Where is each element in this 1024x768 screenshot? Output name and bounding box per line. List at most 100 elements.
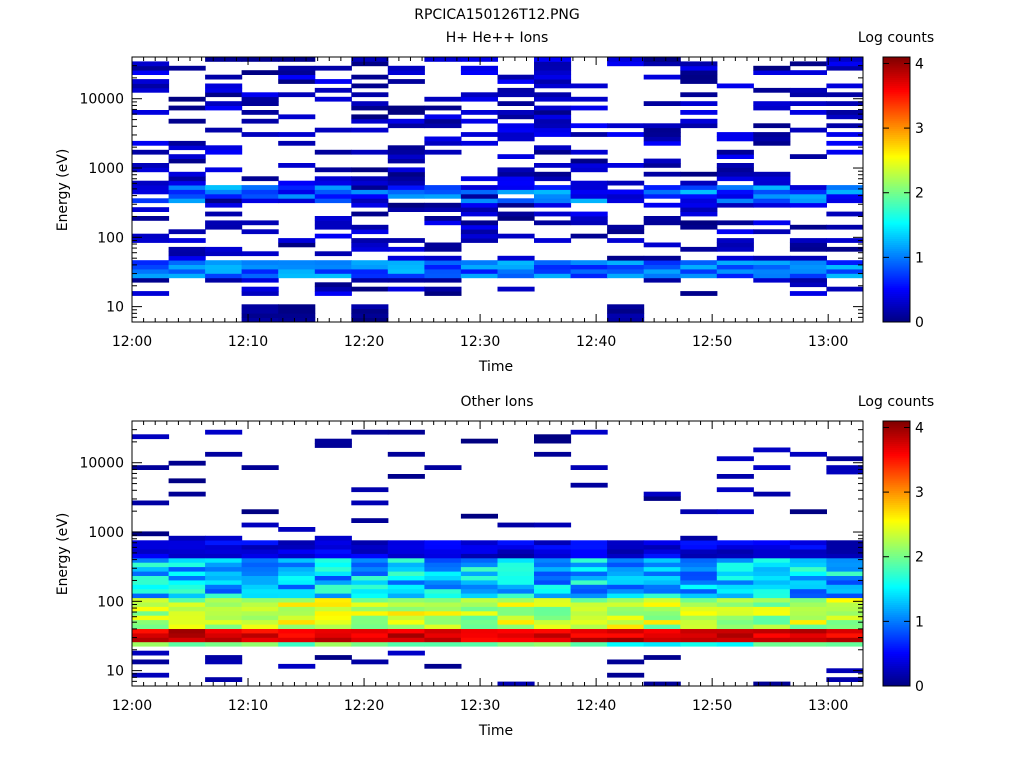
colorbar-tick-label: 4: [915, 56, 924, 72]
heatmap-cell: [716, 273, 754, 279]
heatmap-cell: [168, 158, 206, 164]
heatmap-cell: [241, 118, 279, 124]
heatmap-cell: [205, 615, 243, 621]
heatmap-cell: [351, 202, 389, 208]
heatmap-cell: [643, 185, 681, 190]
heatmap-cell: [497, 619, 535, 625]
heatmap-cell: [460, 624, 498, 629]
heatmap-cell: [607, 132, 645, 137]
colorbar-label: Log counts: [858, 394, 934, 410]
heatmap-cell: [789, 615, 827, 621]
heatmap-cell: [680, 588, 718, 594]
heatmap-cell: [132, 584, 170, 590]
heatmap-cell: [607, 584, 645, 590]
colorbar-swatch: [883, 553, 910, 557]
heatmap-cell: [278, 92, 316, 98]
colorbar-swatch: [883, 260, 910, 264]
heatmap-cell: [241, 189, 279, 195]
heatmap-cell: [387, 65, 425, 71]
heatmap-cell: [753, 557, 791, 563]
heatmap-cell: [826, 211, 864, 217]
heatmap-cell: [497, 681, 535, 687]
colorbar-swatch: [883, 480, 910, 483]
heatmap-cell: [387, 628, 425, 634]
heatmap-cell: [570, 562, 608, 568]
heatmap-cell: [278, 260, 316, 265]
x-tick-label: 12:10: [228, 698, 268, 714]
heatmap-cell: [534, 185, 572, 190]
heatmap-cell: [716, 637, 754, 643]
heatmap-cell: [826, 593, 864, 599]
heatmap-cell: [716, 242, 754, 248]
colorbar-swatch: [883, 663, 910, 667]
heatmap-cell: [205, 641, 243, 647]
heatmap-cell: [460, 57, 498, 62]
colorbar-swatch: [883, 531, 910, 534]
heatmap-cell: [680, 557, 718, 563]
colorbar-swatch: [883, 618, 910, 622]
heatmap-cell: [205, 189, 243, 195]
heatmap-cell: [132, 233, 170, 239]
heatmap-cell: [132, 633, 170, 638]
heatmap-cell: [534, 70, 572, 75]
heatmap-cell: [278, 540, 316, 546]
heatmap-cell: [132, 593, 170, 599]
heatmap-cell: [570, 193, 608, 199]
heatmap-cell: [132, 549, 170, 554]
heatmap-cell: [460, 140, 498, 146]
heatmap-cell: [570, 96, 608, 102]
heatmap-cell: [753, 615, 791, 621]
heatmap-cell: [607, 57, 645, 62]
heatmap-cell: [680, 61, 718, 67]
heatmap-cell: [278, 580, 316, 585]
heatmap-cell: [241, 465, 279, 470]
heatmap-cell: [278, 57, 316, 62]
heatmap-cell: [716, 571, 754, 576]
heatmap-cell: [460, 575, 498, 581]
heatmap-cell: [753, 277, 791, 283]
heatmap-cell: [789, 562, 827, 568]
heatmap-cell: [789, 202, 827, 208]
heatmap-cell: [168, 641, 206, 647]
heatmap-cell: [607, 557, 645, 563]
heatmap-cell: [643, 57, 681, 62]
heatmap-cell: [241, 70, 279, 75]
heatmap-cell: [716, 544, 754, 550]
colorbar-swatch: [883, 602, 910, 605]
heatmap-cell: [241, 92, 279, 98]
heatmap-cell: [680, 269, 718, 274]
heatmap-cell: [570, 216, 608, 221]
heatmap-cell: [497, 610, 535, 616]
colorbar-tick-label: 1: [915, 614, 924, 630]
heatmap-cell: [278, 273, 316, 279]
colorbar-swatch: [883, 185, 910, 188]
heatmap-cell: [789, 571, 827, 576]
heatmap-cell: [351, 114, 389, 120]
heatmap-cell: [716, 615, 754, 621]
heatmap-cell: [387, 549, 425, 554]
colorbar-swatch: [883, 498, 910, 501]
colorbar-swatch: [883, 283, 910, 286]
heatmap-cell: [424, 202, 462, 208]
y-tick-label: 100: [97, 230, 124, 246]
heatmap-cell: [716, 149, 754, 155]
heatmap-cell: [132, 602, 170, 607]
heatmap-cell: [168, 562, 206, 568]
heatmap-cell: [570, 83, 608, 89]
heatmap-cell: [680, 224, 718, 230]
heatmap-cell: [753, 255, 791, 261]
heatmap-cell: [387, 189, 425, 195]
colorbar-swatch: [883, 248, 910, 252]
heatmap-cell: [497, 615, 535, 621]
heatmap-cell: [241, 606, 279, 612]
heatmap-cell: [387, 650, 425, 656]
heatmap-cell: [643, 193, 681, 199]
heatmap-cell: [680, 171, 718, 177]
heatmap-cell: [387, 246, 425, 252]
colorbar-swatch: [883, 99, 910, 103]
heatmap-cell: [168, 602, 206, 607]
heatmap-cell: [534, 593, 572, 599]
heatmap-cell: [534, 628, 572, 634]
colorbar-swatch: [883, 148, 910, 152]
heatmap-cell: [132, 83, 170, 89]
